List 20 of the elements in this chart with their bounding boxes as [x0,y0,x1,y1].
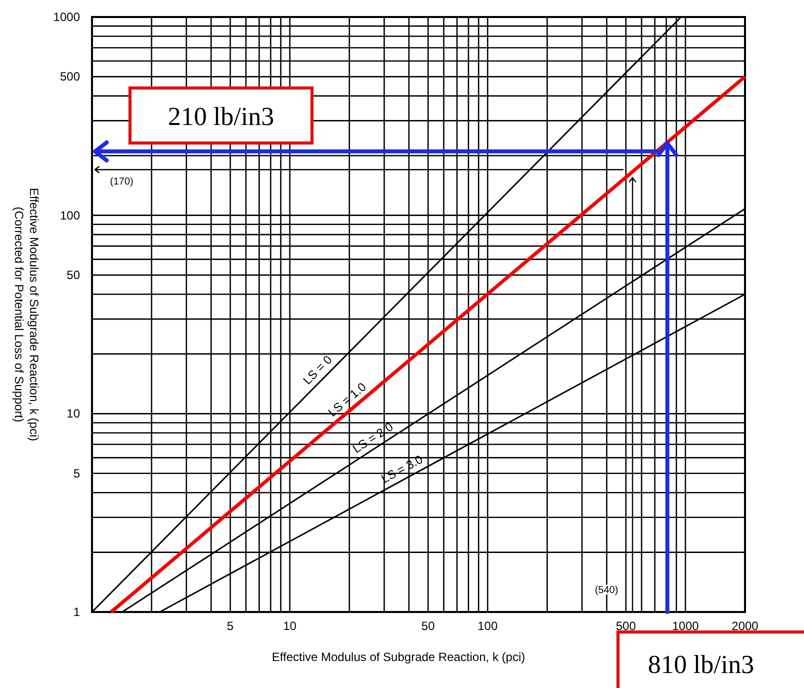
x-tick-label: 50 [421,619,436,633]
y-tick-label: 1 [73,605,80,619]
ref-line-label: (170) [110,176,134,188]
x-axis-title: Effective Modulus of Subgrade Reaction, k (pci) [272,650,526,664]
x-tick-label: 1000 [672,619,700,633]
ref-line-label: 810 lb/in3 [648,650,754,679]
text: LS = 0 [300,352,336,388]
y-tick-label: 5 [73,466,80,480]
x-tick-label: 10 [283,619,297,633]
y-tick-label: 50 [66,268,80,282]
y-tick-label: 100 [60,208,80,222]
x-tick-label: 5 [226,619,234,633]
y-axis-title: Effective Modulus of Subgrade Reaction, k (pci) (Corrected for Potential Loss of Support) [12,188,41,442]
ref-line-label: 210 lb/in3 [168,102,274,131]
x-tick-label: 2000 [732,619,759,633]
x-tick-label: 500 [616,619,636,633]
x-tick-label: 100 [478,619,498,633]
y-tick-label: 500 [60,70,80,84]
y-tick-label: 10 [66,406,80,421]
y-tick-label: 1000 [53,10,80,24]
